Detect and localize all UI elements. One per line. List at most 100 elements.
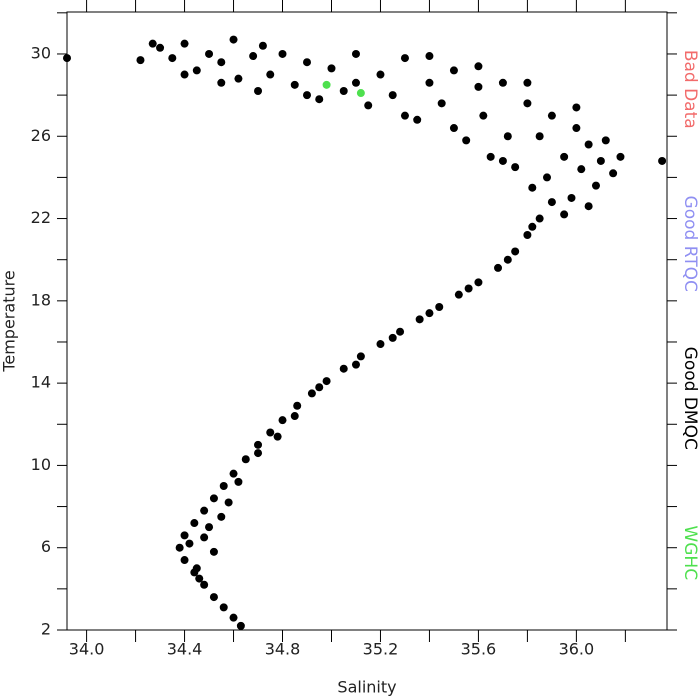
point [236, 621, 245, 630]
point [498, 156, 507, 165]
point [205, 49, 214, 58]
point [351, 49, 360, 58]
point [572, 124, 581, 133]
point [180, 39, 189, 48]
point [229, 35, 238, 44]
y-axis-label: Temperature [0, 270, 19, 372]
point [266, 70, 275, 79]
point [435, 303, 444, 312]
point [258, 41, 267, 50]
point [293, 401, 302, 410]
point [437, 99, 446, 108]
point [474, 82, 483, 91]
point [303, 58, 311, 67]
plot-frame [66, 11, 668, 631]
point [658, 156, 667, 165]
point [479, 111, 488, 120]
x-axis-label: Salinity [337, 678, 396, 697]
point [339, 86, 348, 95]
point [388, 333, 397, 342]
point [234, 477, 243, 486]
legend-entry: Good DMQC [680, 347, 700, 450]
x-tick-label: 34.4 [167, 640, 203, 659]
point [205, 523, 214, 532]
point [224, 498, 233, 507]
point [156, 43, 165, 52]
point [278, 416, 287, 425]
point [547, 198, 556, 207]
point [200, 580, 209, 589]
point [254, 440, 263, 449]
point [219, 481, 228, 490]
point [175, 543, 184, 552]
legend-entry: Bad Data [680, 50, 700, 129]
point [307, 389, 316, 398]
point [572, 103, 581, 112]
point [315, 383, 324, 392]
point [327, 64, 336, 73]
y-tick-label: 22 [31, 208, 51, 227]
point [609, 169, 618, 178]
point [425, 78, 434, 87]
y-tick-label: 2 [41, 620, 51, 639]
x-tick-label: 35.2 [363, 640, 399, 659]
point [535, 214, 544, 223]
point [234, 74, 243, 83]
point [388, 91, 397, 100]
point [136, 56, 145, 65]
y-tick-label: 6 [41, 537, 51, 556]
point [591, 181, 600, 190]
point [217, 78, 226, 87]
point [601, 136, 610, 145]
y-tick-label: 18 [31, 290, 51, 309]
point [486, 152, 495, 161]
point [425, 309, 434, 318]
point [503, 132, 512, 141]
point [180, 531, 189, 540]
point [503, 255, 512, 264]
point [547, 111, 556, 120]
point [200, 506, 209, 515]
point [584, 140, 593, 149]
point [192, 66, 201, 75]
point [266, 428, 275, 437]
point [180, 556, 189, 565]
point [63, 54, 71, 63]
point [462, 136, 471, 145]
point [356, 352, 365, 361]
point [209, 494, 218, 503]
y-tick-label: 14 [31, 373, 51, 392]
point [273, 432, 282, 441]
point [494, 263, 503, 272]
x-tick-label: 34.0 [69, 640, 105, 659]
point [148, 39, 157, 48]
point [200, 533, 209, 542]
point [449, 124, 458, 133]
point [528, 222, 537, 231]
point [528, 183, 537, 192]
point [185, 539, 194, 548]
point [351, 78, 360, 87]
y-tick-label: 30 [31, 43, 51, 62]
point [535, 132, 544, 141]
point [474, 62, 483, 71]
point [290, 80, 299, 89]
point [449, 66, 458, 75]
point [322, 377, 331, 386]
point [413, 115, 422, 124]
point [322, 80, 331, 89]
point [278, 49, 287, 58]
point [219, 603, 228, 612]
point [511, 247, 520, 256]
point [217, 58, 226, 67]
point [364, 101, 373, 110]
point [290, 412, 299, 421]
point [474, 278, 483, 287]
point [577, 165, 586, 174]
point [356, 89, 365, 98]
point [567, 193, 576, 202]
point [209, 547, 218, 556]
point [425, 52, 434, 61]
point [584, 202, 593, 211]
